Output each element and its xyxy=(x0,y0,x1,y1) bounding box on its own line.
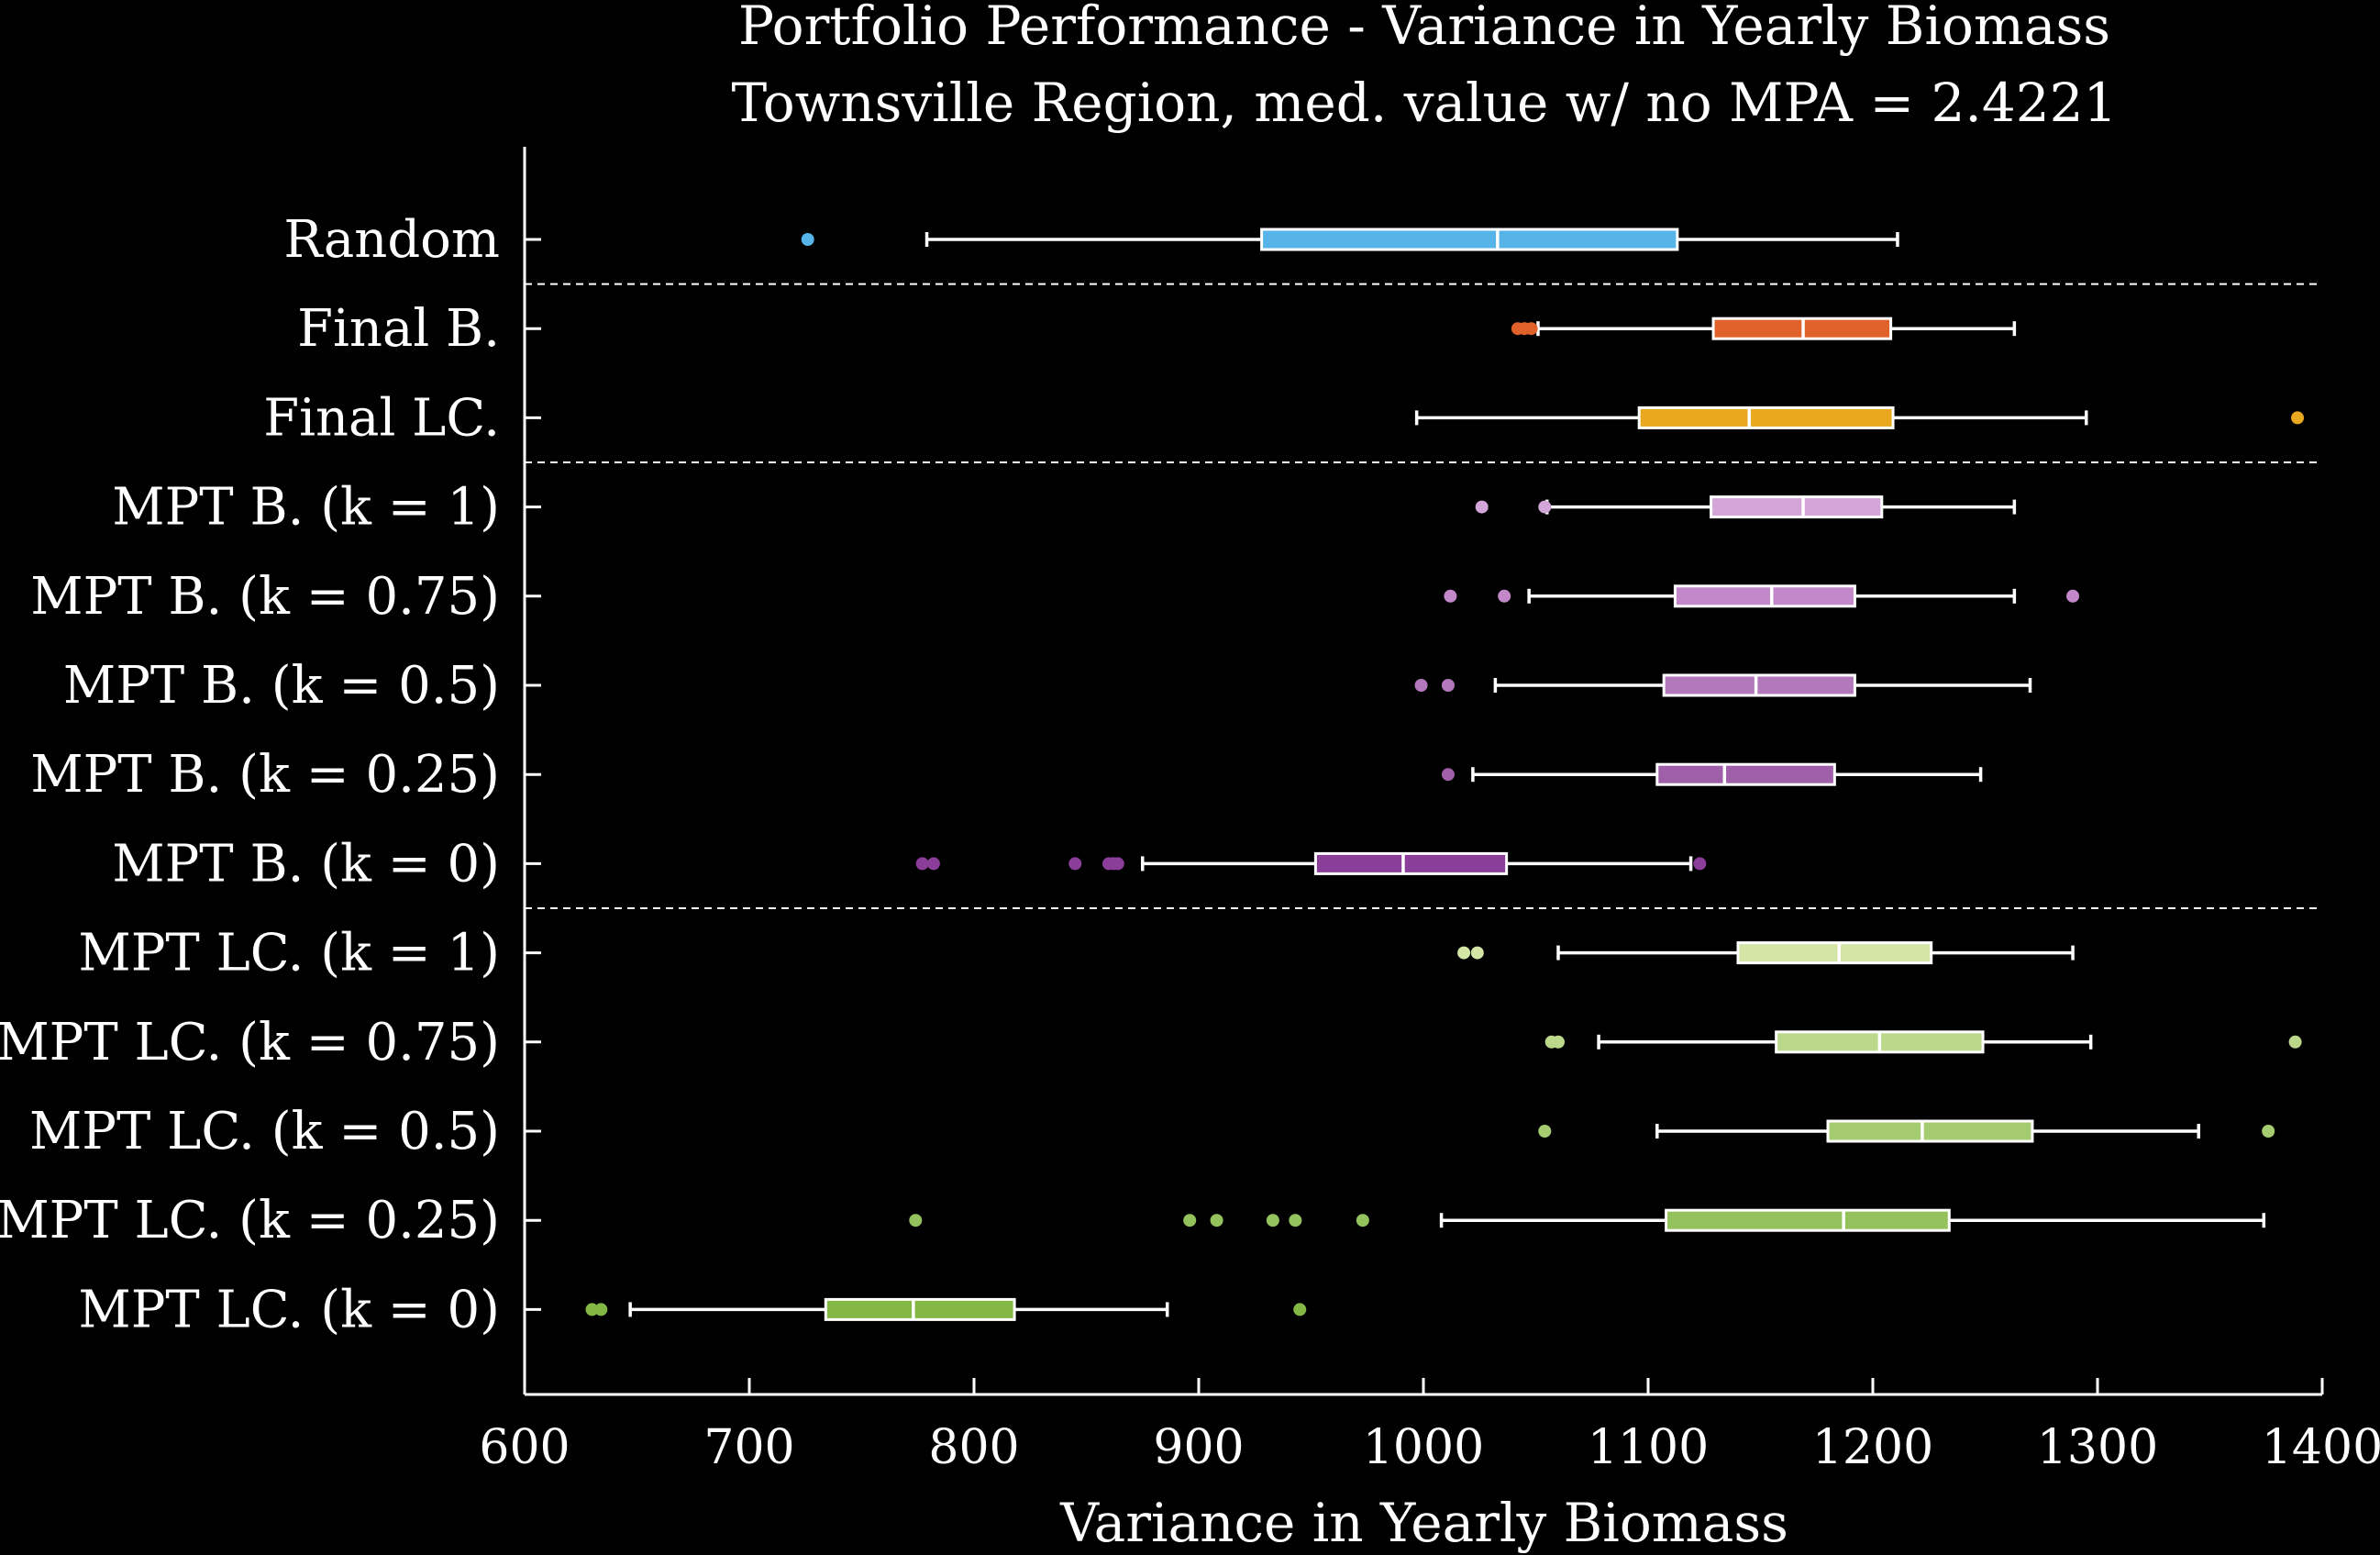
outlier-point xyxy=(1068,857,1082,871)
x-tick-label: 700 xyxy=(703,1420,794,1475)
outlier-point xyxy=(1210,1214,1223,1227)
outlier-point xyxy=(926,857,940,871)
outlier-point xyxy=(585,1303,599,1316)
outlier-point xyxy=(1470,946,1484,960)
box-iqr xyxy=(1260,228,1679,251)
y-tick-label: MPT LC. (k = 0) xyxy=(78,1280,500,1339)
box-iqr xyxy=(1665,1208,1951,1232)
outlier-point xyxy=(1693,857,1707,871)
outlier-point xyxy=(1457,946,1471,960)
y-tick-label: MPT B. (k = 0.25) xyxy=(30,745,500,805)
outlier-point xyxy=(1289,1214,1302,1227)
x-tick-label: 600 xyxy=(479,1420,570,1475)
outlier-point xyxy=(1475,500,1489,514)
outlier-point xyxy=(594,1303,608,1316)
box-iqr xyxy=(1673,584,1856,608)
x-tick-label: 1000 xyxy=(1363,1420,1484,1475)
outlier-point xyxy=(1414,679,1428,692)
x-tick-label: 1100 xyxy=(1588,1420,1709,1475)
outlier-point xyxy=(1444,589,1457,603)
outlier-point xyxy=(1441,679,1455,692)
y-tick-label: Random xyxy=(283,210,500,270)
y-tick-label: MPT B. (k = 0.75) xyxy=(30,567,500,627)
y-tick-label: MPT LC. (k = 0.25) xyxy=(0,1191,500,1250)
box-iqr xyxy=(1655,762,1836,786)
outlier-point xyxy=(2288,1035,2302,1049)
x-tick-label: 800 xyxy=(928,1420,1019,1475)
outlier-point xyxy=(1293,1303,1307,1316)
box-iqr xyxy=(1662,673,1856,697)
outlier-point xyxy=(1498,589,1511,603)
y-tick-label: MPT LC. (k = 0.5) xyxy=(29,1102,500,1161)
outlier-point xyxy=(1441,768,1455,782)
outlier-point xyxy=(1538,500,1552,514)
outlier-point xyxy=(1183,1214,1197,1227)
plot-area: 600 700 800 900 1000 1100 1200 1300 1400 Random Fi… xyxy=(0,147,2380,1475)
outlier-point xyxy=(1524,322,1538,336)
outlier-point xyxy=(2066,589,2080,603)
x-axis-label: Variance in Yearly Biomass xyxy=(1059,1492,1788,1554)
x-tick-label: 1400 xyxy=(2262,1420,2380,1475)
outlier-point xyxy=(1552,1035,1565,1049)
outlier-point xyxy=(2291,411,2305,425)
box-iqr xyxy=(1826,1119,2034,1143)
outlier-point xyxy=(909,1214,923,1227)
box-iqr xyxy=(1736,941,1933,965)
box-iqr xyxy=(1313,851,1509,875)
y-tick-label: Final LC. xyxy=(263,388,500,448)
box-iqr xyxy=(1637,405,1895,429)
outlier-point xyxy=(1111,857,1124,871)
outlier-point xyxy=(1538,1125,1552,1138)
outlier-point xyxy=(915,857,929,871)
outlier-point xyxy=(1356,1214,1369,1227)
x-tick-label: 900 xyxy=(1153,1420,1244,1475)
y-tick-label: Final B. xyxy=(297,299,500,359)
box-iqr xyxy=(824,1297,1016,1321)
y-tick-label: MPT LC. (k = 0.75) xyxy=(0,1013,500,1072)
outlier-point xyxy=(1266,1214,1279,1227)
chart-title: Portfolio Performance - Variance in Year… xyxy=(738,0,2110,57)
x-tick-label: 1200 xyxy=(1812,1420,1933,1475)
outlier-point xyxy=(2262,1125,2275,1138)
x-tick-label: 1300 xyxy=(2037,1420,2158,1475)
box-iqr xyxy=(1710,495,1884,519)
outlier-point xyxy=(801,233,814,246)
y-tick-label: MPT LC. (k = 1) xyxy=(78,924,500,983)
y-tick-label: MPT B. (k = 1) xyxy=(112,478,500,538)
y-tick-label: MPT B. (k = 0.5) xyxy=(63,656,500,716)
y-tick-label: MPT B. (k = 0) xyxy=(112,834,500,894)
chart-subtitle: Townsville Region, med. value w/ no MPA … xyxy=(732,72,2118,134)
